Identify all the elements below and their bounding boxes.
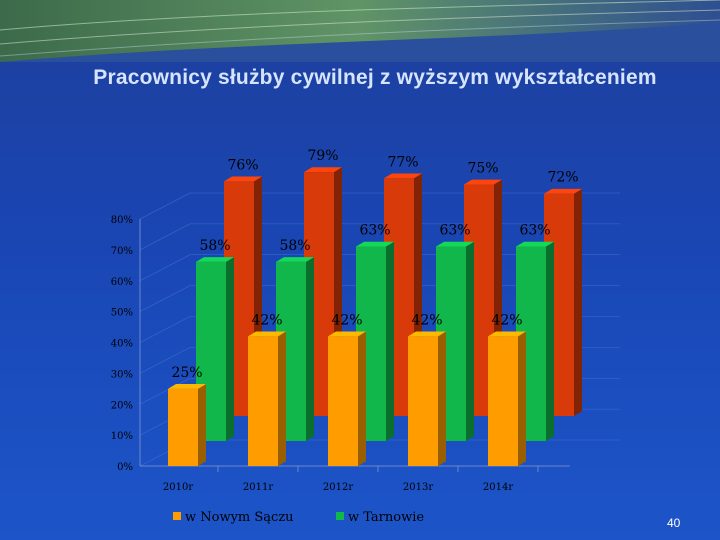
bar-face [248,336,278,466]
y-tick-label: 30% [111,369,133,380]
bar-top [488,331,526,337]
bar-top [168,384,206,389]
bar-top [464,179,502,185]
label-nowy-sacz: 42% [331,312,362,328]
label-tarnow: 58% [199,238,230,254]
bar-face [168,388,198,466]
bar-nowy-sacz [168,384,206,466]
label-nowy-sacz: 42% [411,312,442,328]
bar-nowy-sacz [248,331,286,466]
y-tick-label: 0% [117,462,133,473]
bar-side [438,331,446,466]
x-tick-label: 2014r [483,482,513,493]
x-tick-label: 2013r [403,482,433,493]
bar-side [466,241,474,441]
bar-top [196,257,234,262]
gridline-depth [139,377,191,405]
bar-side [306,257,314,441]
gridline-depth [139,285,191,312]
bar-side [358,331,366,466]
bar-top [248,331,286,337]
gridline-depth [139,192,191,220]
legend-swatch [173,512,181,520]
label-nowy-sacz: 42% [491,312,522,328]
gridline-depth [139,254,191,282]
legend-label: w Tarnowie [348,510,424,525]
bar-side [518,331,526,466]
bar-side [198,384,206,466]
y-tick-label: 40% [111,339,133,350]
legend-swatch [336,512,344,520]
page-number: 40 [667,516,681,530]
x-tick-label: 2010r [163,482,193,493]
bar-side [546,241,554,441]
label-tarnow: 63% [439,222,470,238]
y-tick-label: 10% [111,431,133,442]
y-tick-label: 20% [111,400,133,411]
bar-side [574,188,582,416]
bar-face [408,336,438,466]
bar-top [516,241,554,247]
bar-top [276,257,314,262]
bar-side [226,257,234,441]
label-nowy-sacz: 25% [171,365,202,381]
y-tick-label: 70% [111,246,133,257]
bar-side [386,241,394,441]
bar-nowy-sacz [328,331,366,466]
gridline-depth [139,347,191,374]
bar-face [328,336,358,466]
label-tarnow: 58% [279,238,310,254]
gridline-depth [139,223,191,251]
x-tick-label: 2011r [243,482,273,493]
y-tick-label: 50% [111,308,133,319]
legend-label: w Nowym Sączu [185,510,294,525]
bar-top [356,241,394,247]
label-back: 72% [547,170,578,186]
gridline-depth [139,316,191,343]
bar-top [408,331,446,337]
bar-face [488,336,518,466]
bar-top [436,241,474,247]
y-tick-label: 80% [111,215,133,226]
bar-nowy-sacz [408,331,446,466]
label-back: 77% [387,154,418,170]
header-swoosh [0,0,720,62]
bar-top [304,167,342,173]
bar-top [544,188,582,194]
bar-top [328,331,366,337]
bar-top [224,176,262,182]
y-tick-label: 60% [111,277,133,288]
label-back: 76% [227,157,258,173]
label-back: 79% [307,148,338,164]
bar-top [384,173,422,179]
label-tarnow: 63% [519,222,550,238]
bar-side [278,331,286,466]
label-tarnow: 63% [359,222,390,238]
slide-title: Pracownicy służby cywilnej z wyższym wyk… [93,66,657,89]
x-tick-label: 2012r [323,482,353,493]
label-back: 75% [467,160,498,176]
label-nowy-sacz: 42% [251,312,282,328]
bar-nowy-sacz [488,331,526,466]
